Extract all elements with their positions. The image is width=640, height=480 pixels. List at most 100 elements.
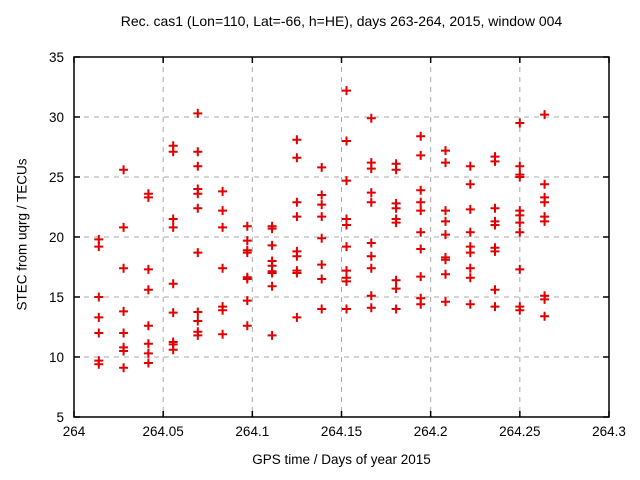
scatter-point bbox=[490, 285, 500, 295]
scatter-point bbox=[242, 321, 252, 331]
scatter-point bbox=[168, 214, 178, 224]
scatter-point bbox=[317, 233, 327, 243]
scatter-point bbox=[143, 192, 153, 202]
scatter-point bbox=[366, 238, 376, 248]
scatter-point bbox=[168, 345, 178, 355]
scatter-point bbox=[193, 203, 203, 213]
scatter-point bbox=[465, 179, 475, 189]
y-tick-label: 15 bbox=[49, 290, 64, 305]
scatter-point bbox=[441, 230, 450, 240]
scatter-point bbox=[292, 251, 302, 261]
scatter-point bbox=[490, 246, 500, 256]
scatter-point bbox=[366, 251, 376, 261]
scatter-point bbox=[119, 306, 129, 316]
scatter-point bbox=[119, 363, 129, 373]
scatter-point bbox=[441, 269, 450, 279]
scatter-point bbox=[490, 203, 500, 213]
scatter-point bbox=[317, 260, 327, 270]
scatter-point bbox=[465, 299, 475, 309]
y-tick-label: 25 bbox=[49, 170, 64, 185]
scatter-point bbox=[143, 358, 153, 368]
scatter-point bbox=[218, 263, 228, 273]
scatter-point bbox=[267, 224, 277, 234]
scatter-point bbox=[119, 165, 129, 175]
scatter-point bbox=[143, 339, 153, 349]
scatter-point bbox=[94, 328, 104, 338]
scatter-point bbox=[292, 268, 302, 278]
scatter-point bbox=[465, 161, 475, 171]
scatter-point bbox=[218, 206, 228, 216]
scatter-point bbox=[465, 273, 475, 283]
scatter-point bbox=[465, 227, 475, 237]
x-axis-label: GPS time / Days of year 2015 bbox=[252, 452, 431, 467]
scatter-point bbox=[242, 236, 252, 246]
y-tick-label: 30 bbox=[49, 110, 64, 125]
scatter-point bbox=[416, 197, 426, 207]
scatter-point bbox=[193, 307, 203, 317]
scatter-point bbox=[416, 206, 426, 216]
scatter-point bbox=[540, 179, 550, 189]
x-tick-label: 264.2 bbox=[414, 424, 448, 439]
scatter-point bbox=[193, 316, 203, 326]
scatter-point bbox=[168, 279, 178, 289]
scatter-point bbox=[465, 204, 475, 214]
scatter-point bbox=[218, 186, 228, 196]
scatter-point bbox=[342, 242, 351, 252]
x-tick-label: 264.05 bbox=[143, 424, 184, 439]
scatter-point bbox=[540, 311, 550, 321]
scatter-point bbox=[366, 197, 376, 207]
x-tick-label: 264 bbox=[63, 424, 86, 439]
scatter-point bbox=[342, 176, 351, 186]
scatter-point bbox=[441, 206, 450, 216]
scatter-point bbox=[317, 304, 327, 314]
scatter-point bbox=[366, 263, 376, 273]
scatter-point bbox=[391, 165, 401, 175]
scatter-point bbox=[119, 328, 129, 338]
scatter-point bbox=[391, 284, 401, 294]
scatter-point bbox=[94, 292, 104, 302]
scatter-point bbox=[540, 110, 550, 120]
scatter-point bbox=[94, 312, 104, 322]
scatter-point bbox=[168, 222, 178, 232]
x-tick-label: 264.15 bbox=[321, 424, 362, 439]
scatter-point bbox=[193, 248, 203, 258]
scatter-point bbox=[292, 197, 302, 207]
scatter-point bbox=[465, 248, 475, 258]
scatter-point bbox=[193, 189, 203, 199]
scatter-point bbox=[515, 218, 525, 228]
scatter-point bbox=[143, 264, 153, 274]
y-tick-label: 20 bbox=[49, 230, 64, 245]
y-tick-label: 10 bbox=[49, 350, 64, 365]
scatter-point bbox=[218, 222, 228, 232]
scatter-point bbox=[441, 158, 450, 168]
scatter-point bbox=[317, 162, 327, 172]
scatter-point bbox=[119, 263, 129, 273]
x-tick-label: 264.25 bbox=[499, 424, 540, 439]
scatter-point bbox=[292, 135, 302, 145]
scatter-point bbox=[342, 136, 351, 146]
scatter-point bbox=[366, 113, 376, 123]
scatter-point bbox=[416, 272, 426, 282]
y-tick-label: 35 bbox=[49, 50, 64, 65]
scatter-point bbox=[540, 216, 550, 226]
scatter-point bbox=[193, 161, 203, 171]
scatter-point bbox=[515, 227, 525, 237]
scatter-point bbox=[267, 268, 277, 278]
scatter-point bbox=[292, 212, 302, 222]
scatter-point bbox=[441, 146, 450, 156]
scatter-point bbox=[143, 321, 153, 331]
scatter-point bbox=[490, 302, 500, 312]
scatter-point bbox=[391, 275, 401, 285]
scatter-point bbox=[366, 291, 376, 301]
scatter-point bbox=[342, 304, 351, 314]
scatter-point bbox=[342, 86, 351, 96]
scatter-point bbox=[342, 220, 351, 230]
scatter-point bbox=[366, 188, 376, 198]
scatter-point bbox=[441, 297, 450, 307]
scatter-point bbox=[391, 203, 401, 213]
scatter-point bbox=[317, 190, 327, 200]
scatter-point bbox=[366, 303, 376, 313]
scatter-point bbox=[267, 281, 277, 291]
